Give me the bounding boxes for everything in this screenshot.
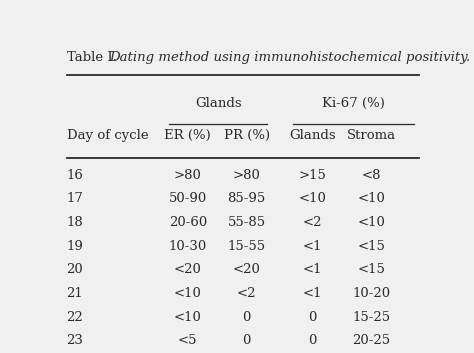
Text: 50-90: 50-90 xyxy=(169,192,207,205)
Text: <8: <8 xyxy=(362,169,381,182)
Text: 16: 16 xyxy=(66,169,83,182)
Text: Day of cycle: Day of cycle xyxy=(66,129,148,142)
Text: >80: >80 xyxy=(233,169,261,182)
Text: <2: <2 xyxy=(237,287,256,300)
Text: Dating method using immunohistochemical positivity.: Dating method using immunohistochemical … xyxy=(109,50,470,64)
Text: 20-60: 20-60 xyxy=(169,216,207,229)
Text: 0: 0 xyxy=(309,311,317,324)
Text: Glands: Glands xyxy=(290,129,336,142)
Text: <15: <15 xyxy=(357,263,385,276)
Text: 15-55: 15-55 xyxy=(228,240,265,253)
Text: 21: 21 xyxy=(66,287,83,300)
Text: <2: <2 xyxy=(303,216,322,229)
Text: 10-30: 10-30 xyxy=(169,240,207,253)
Text: >15: >15 xyxy=(299,169,327,182)
Text: 22: 22 xyxy=(66,311,83,324)
Text: 0: 0 xyxy=(309,334,317,347)
Text: 0: 0 xyxy=(242,311,251,324)
Text: 10-20: 10-20 xyxy=(353,287,391,300)
Text: <5: <5 xyxy=(178,334,198,347)
Text: <1: <1 xyxy=(303,263,322,276)
Text: 17: 17 xyxy=(66,192,83,205)
Text: <20: <20 xyxy=(174,263,202,276)
Text: 20-25: 20-25 xyxy=(353,334,391,347)
Text: Stroma: Stroma xyxy=(347,129,396,142)
Text: <10: <10 xyxy=(357,192,385,205)
Text: <20: <20 xyxy=(233,263,261,276)
Text: <10: <10 xyxy=(299,192,327,205)
Text: Table I.: Table I. xyxy=(66,50,121,64)
Text: 20: 20 xyxy=(66,263,83,276)
Text: <15: <15 xyxy=(357,240,385,253)
Text: <10: <10 xyxy=(174,287,202,300)
Text: >80: >80 xyxy=(174,169,202,182)
Text: 55-85: 55-85 xyxy=(228,216,265,229)
Text: 18: 18 xyxy=(66,216,83,229)
Text: <10: <10 xyxy=(174,311,202,324)
Text: <1: <1 xyxy=(303,240,322,253)
Text: 19: 19 xyxy=(66,240,83,253)
Text: 15-25: 15-25 xyxy=(353,311,391,324)
Text: 23: 23 xyxy=(66,334,83,347)
Text: ER (%): ER (%) xyxy=(164,129,211,142)
Text: Glands: Glands xyxy=(195,97,241,110)
Text: PR (%): PR (%) xyxy=(224,129,270,142)
Text: 85-95: 85-95 xyxy=(228,192,266,205)
Text: <10: <10 xyxy=(357,216,385,229)
Text: Ki-67 (%): Ki-67 (%) xyxy=(322,97,384,110)
Text: <1: <1 xyxy=(303,287,322,300)
Text: 0: 0 xyxy=(242,334,251,347)
